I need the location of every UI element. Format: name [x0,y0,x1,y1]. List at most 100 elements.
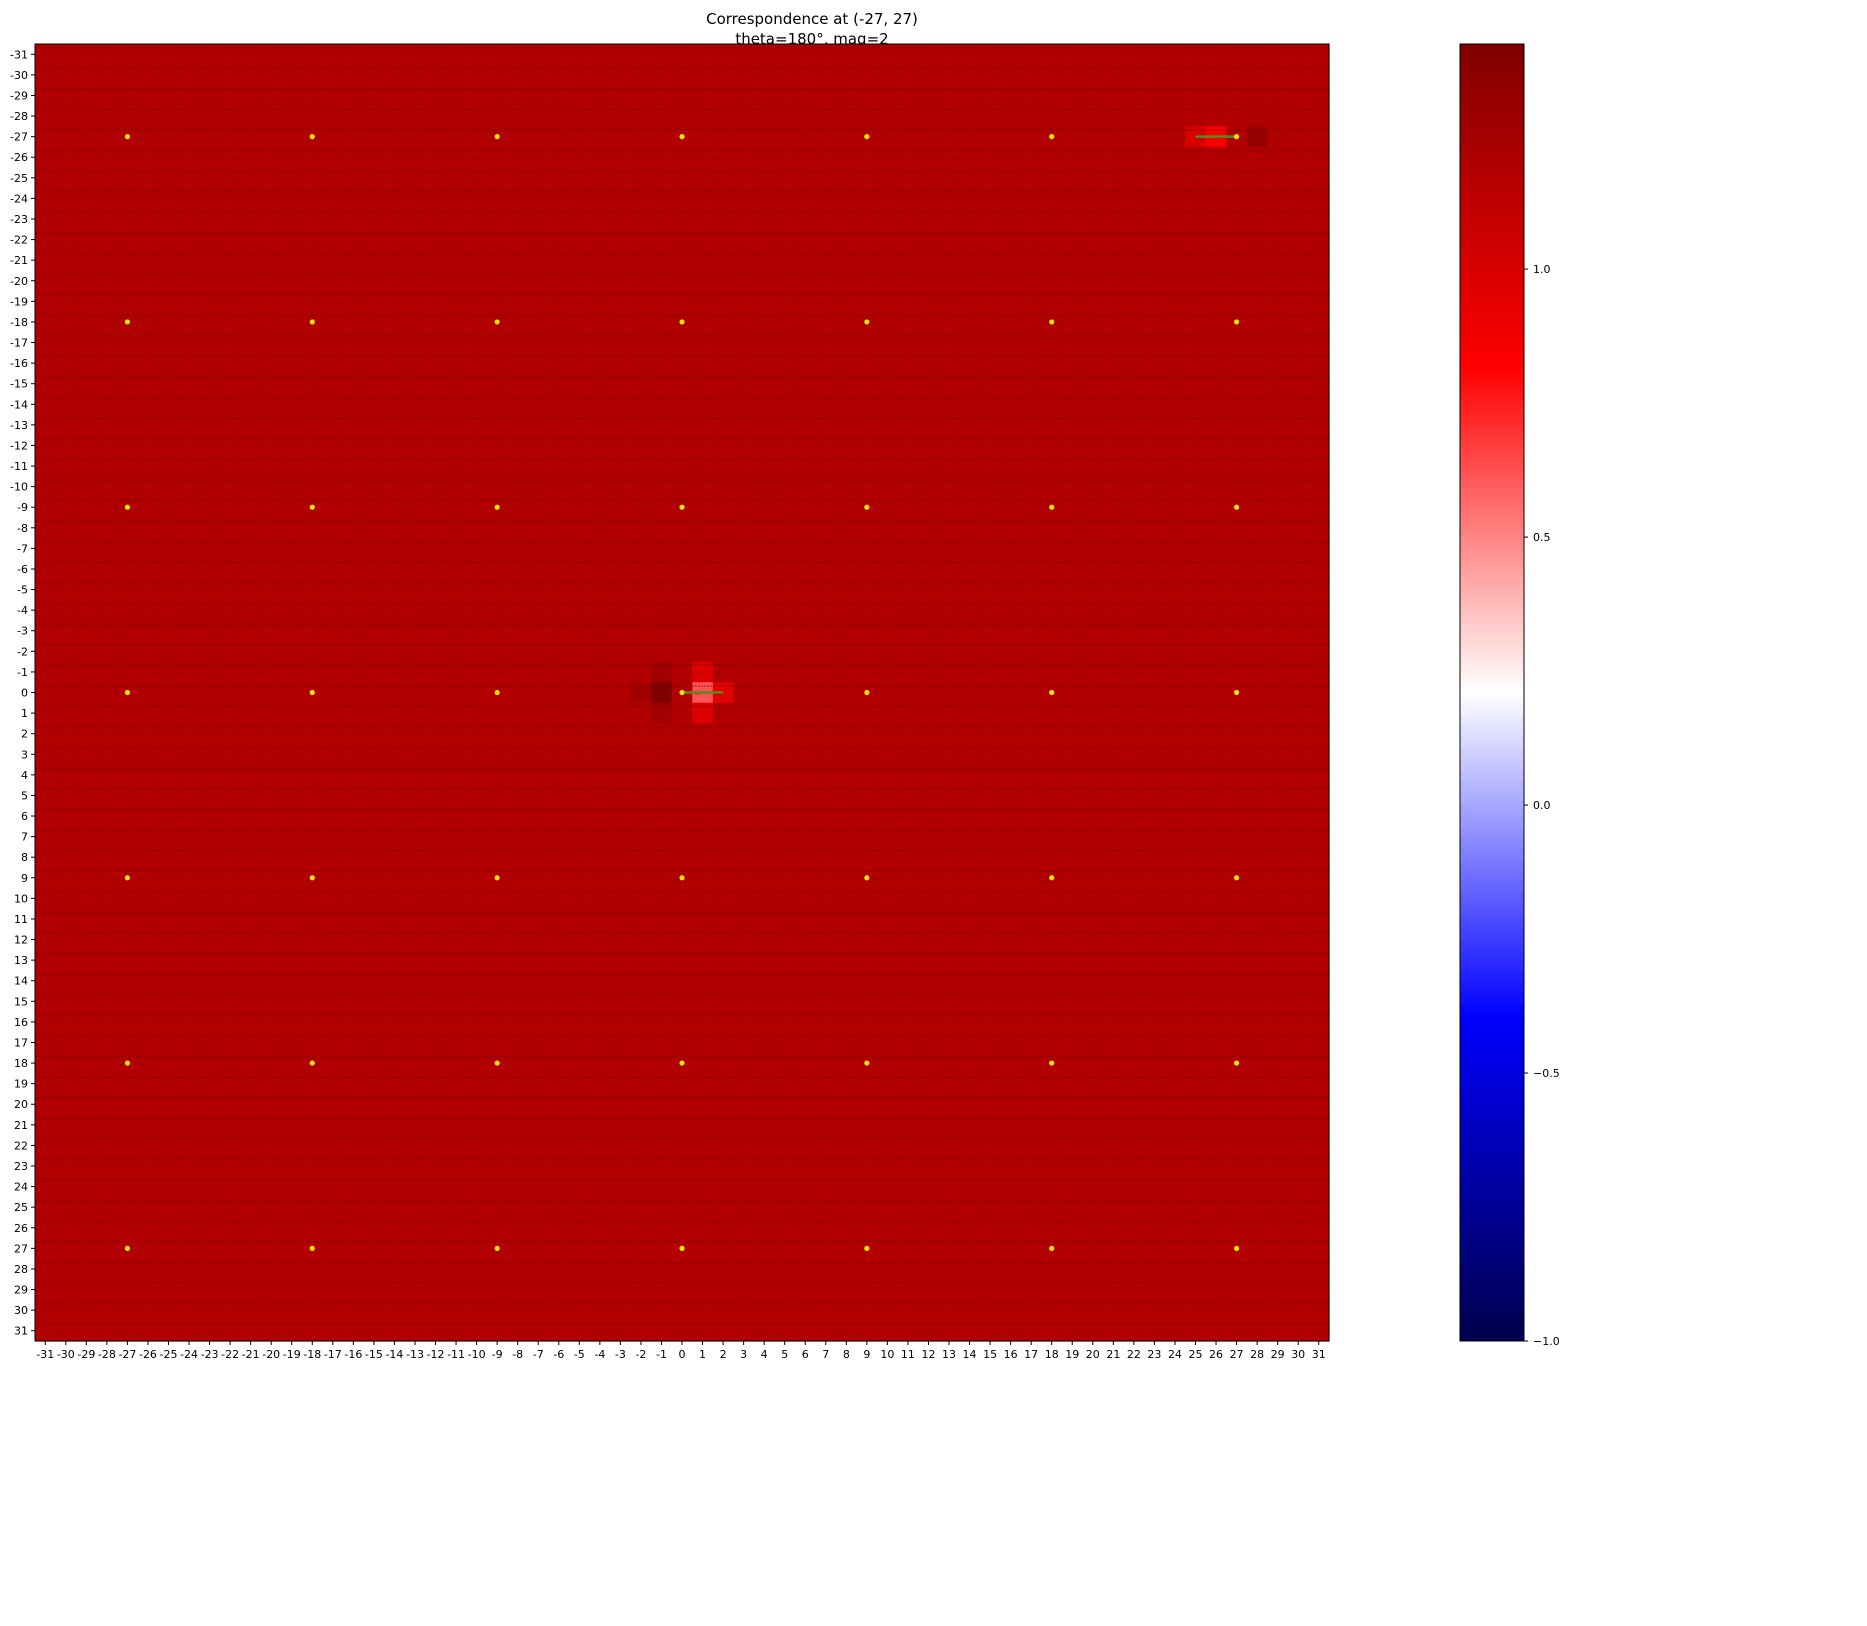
heatmap-cell [794,1217,817,1239]
heatmap-cell [158,1176,180,1198]
heatmap-cell [55,435,77,457]
heatmap-cell [1123,229,1145,251]
heatmap-cell [979,1258,1001,1280]
heatmap-cell [507,85,529,107]
heatmap-cell [569,1176,591,1198]
heatmap-cell [281,496,303,519]
heatmap-cell [774,85,796,107]
heatmap-cell [1164,785,1186,807]
heatmap-cell [548,1258,570,1280]
heatmap-cell [445,991,467,1013]
heatmap-cell [979,249,1001,272]
heatmap-cell [1185,558,1207,580]
heatmap-cell [363,85,385,107]
heatmap-cell [1061,641,1084,663]
heatmap-cell [343,126,365,148]
heatmap-cell [1144,991,1166,1013]
heatmap-cell [219,352,241,374]
heatmap-cell [569,496,591,519]
heatmap-cell [569,455,591,477]
heatmap-cell [1164,970,1186,992]
x-tick-label: -10 [468,1348,486,1361]
heatmap-cell [753,1011,776,1033]
heatmap-cell [527,908,550,930]
heatmap-cell [692,599,714,622]
heatmap-cell [1205,1073,1227,1095]
heatmap-cell [322,702,344,724]
heatmap-cell [507,291,529,313]
heatmap-cell [260,1114,283,1136]
heatmap-cell [651,846,673,869]
heatmap-cell [836,1052,858,1074]
heatmap-cell [137,1135,159,1157]
heatmap-cell [35,44,57,66]
heatmap-cell [877,867,899,889]
heatmap-cell [569,1052,591,1074]
heatmap-cell [281,538,303,560]
heatmap-cell [240,1196,262,1219]
heatmap-cell [569,743,591,766]
heatmap-cell [856,352,878,374]
heatmap-cell [794,929,817,951]
heatmap-cell [384,949,406,972]
heatmap-cell [630,1279,652,1301]
heatmap-cell [281,908,303,930]
heatmap-cell [1287,1135,1310,1157]
heatmap-cell [384,146,406,169]
heatmap-cell [959,414,981,436]
heatmap-cell [1308,599,1330,622]
heatmap-cell [260,352,283,374]
heatmap-cell [918,1217,940,1239]
heatmap-cell [1103,805,1125,827]
heatmap-cell [979,455,1001,477]
heatmap-cell [1308,146,1330,169]
heatmap-cell [1164,291,1186,313]
heatmap-cell [959,1238,981,1260]
heatmap-cell [1246,599,1268,622]
heatmap-cell [384,270,406,292]
heatmap-cell [836,1176,858,1198]
heatmap-cell [1246,1114,1268,1136]
heatmap-cell [1020,85,1043,107]
heatmap-cell [651,455,673,477]
heatmap-cell [671,723,693,745]
heatmap-cell [363,1032,385,1054]
heatmap-cell [979,1135,1001,1157]
heatmap-cell [1000,846,1022,869]
heatmap-cell [363,64,385,86]
heatmap-cell [794,146,817,169]
heatmap-cell [117,743,139,766]
heatmap-cell [55,517,77,539]
heatmap-cell [630,44,652,66]
heatmap-cell [137,579,159,601]
heatmap-cell [219,1052,241,1074]
heatmap-cell [1103,1196,1125,1219]
heatmap-cell [445,105,467,127]
heatmap-cell [1164,991,1186,1013]
heatmap-cell [1144,949,1166,972]
heatmap-cell [55,991,77,1013]
heatmap-cell [425,970,447,992]
x-tick-label: -9 [492,1348,503,1361]
heatmap-cell [322,496,344,519]
heatmap-cell [466,167,488,189]
heatmap-cell [322,435,344,457]
heatmap-cell [1103,620,1125,642]
heatmap-cell [1123,1011,1145,1033]
heatmap-cell [1061,352,1084,374]
heatmap-cell [178,146,200,169]
heatmap-cell [1205,743,1227,766]
heatmap-cell [836,496,858,519]
heatmap-cell [137,949,159,972]
heatmap-cell [630,1258,652,1280]
heatmap-cell [1267,826,1289,848]
heatmap-cell [527,1217,550,1239]
heatmap-cell [815,826,837,848]
heatmap-cell [219,517,241,539]
heatmap-cell [794,105,817,127]
heatmap-cell [774,538,796,560]
heatmap-cell [774,229,796,251]
heatmap-cell [610,846,632,869]
heatmap-cell [938,1320,960,1342]
heatmap-cell [1103,949,1125,972]
